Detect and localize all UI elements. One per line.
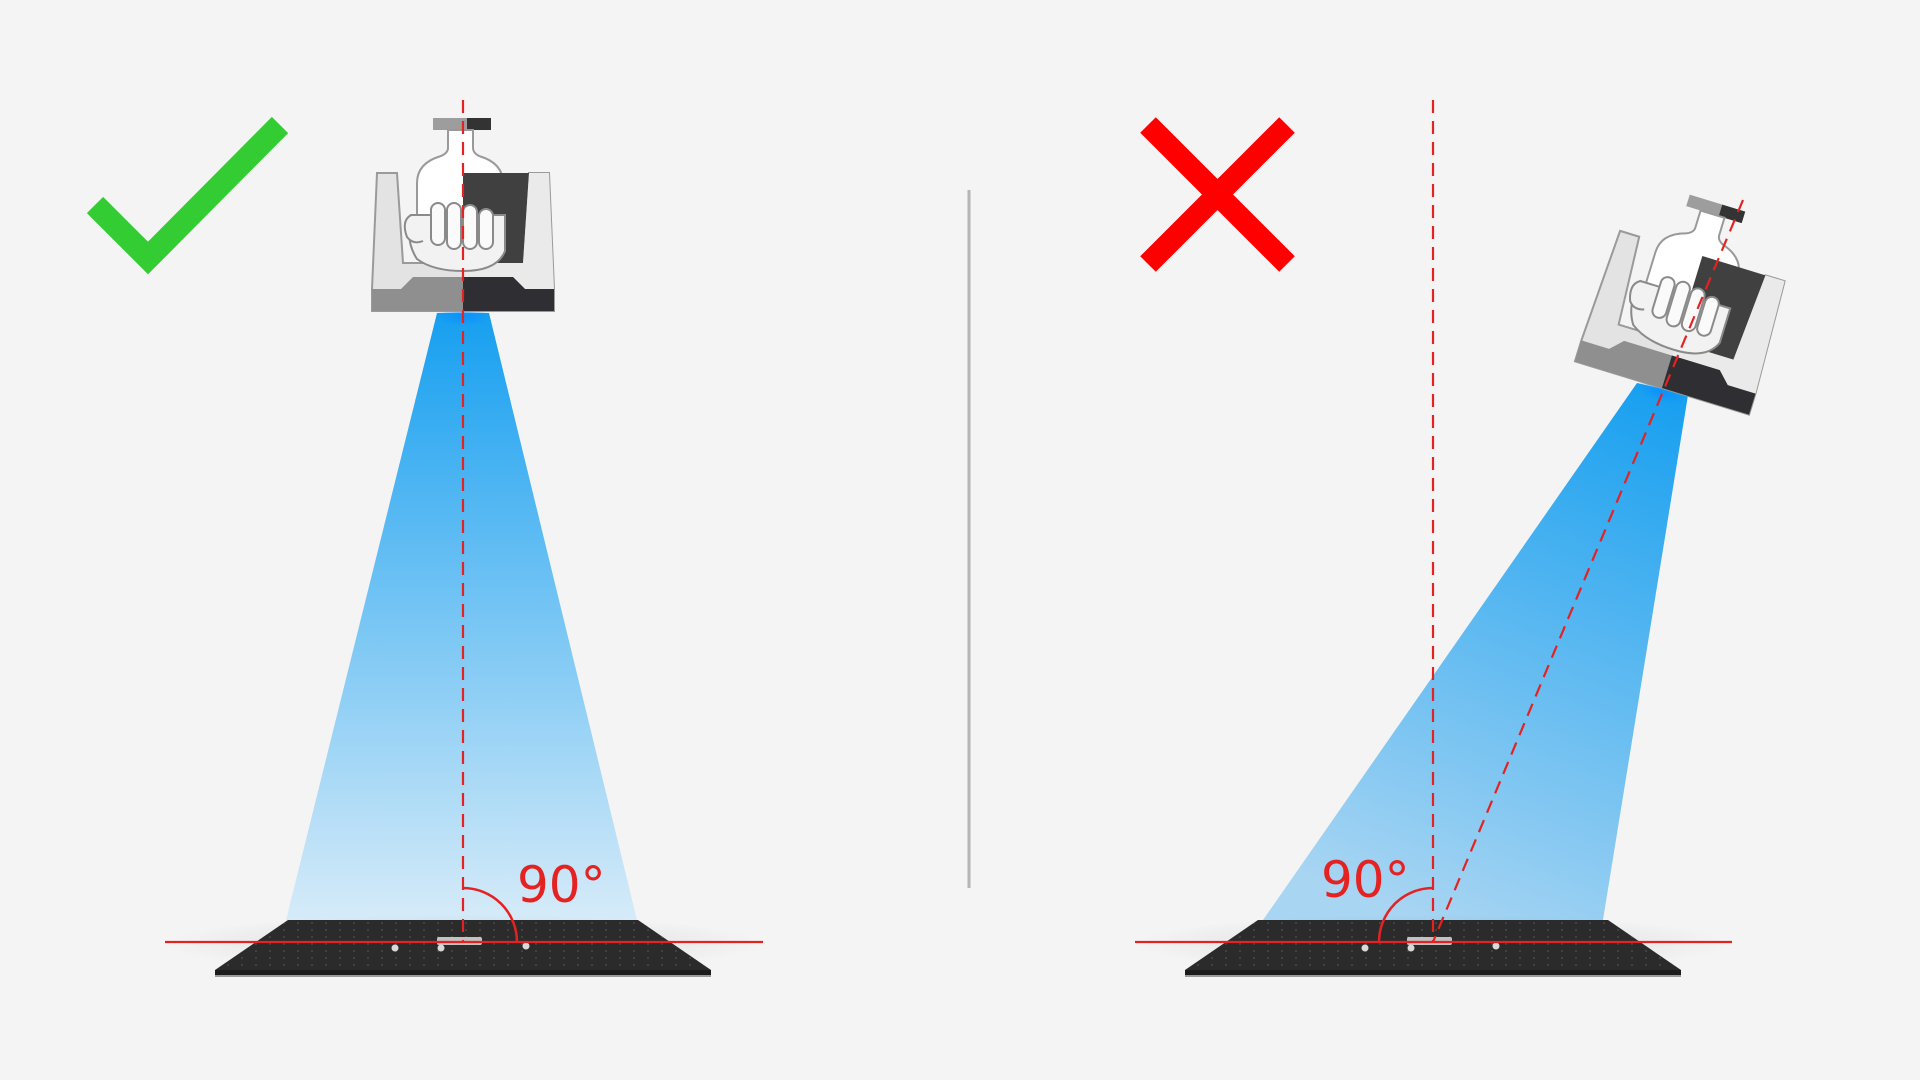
scan-beam [286, 313, 637, 920]
3d-scanner [1573, 175, 1807, 416]
left-panel-correct: 90° [86, 100, 763, 977]
right-angle-arc [1377, 886, 1434, 943]
angle-label: 90° [517, 856, 606, 914]
scan-beam [1263, 383, 1688, 920]
lens-glow [1636, 379, 1688, 405]
cross-mark-icon [1140, 117, 1295, 272]
angle-label: 90° [1321, 851, 1410, 909]
right-angle-arc [462, 886, 519, 943]
tilted-scanner-axis-line [1431, 199, 1745, 943]
check-mark-icon [86, 116, 289, 275]
right-panel-incorrect: 90° [1133, 100, 1807, 977]
